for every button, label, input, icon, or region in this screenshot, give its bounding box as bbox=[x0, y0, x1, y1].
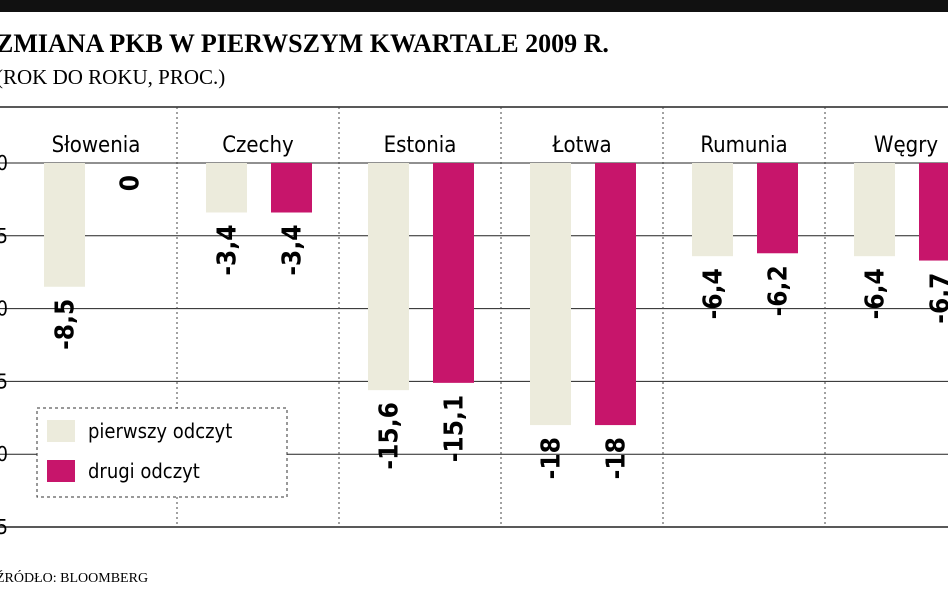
bar bbox=[530, 163, 571, 426]
x-tick-label: Czechy bbox=[222, 133, 294, 158]
y-tick-label: -20 bbox=[0, 442, 8, 466]
value-label: -6,4 bbox=[699, 268, 729, 319]
x-tick-label: Łotwa bbox=[551, 133, 611, 158]
legend-label: drugi odczyt bbox=[88, 459, 200, 483]
value-label: -6,2 bbox=[764, 265, 794, 316]
value-label: -6,4 bbox=[861, 268, 891, 319]
chart-title: ZMIANA PKB W PIERWSZYM KWARTALE 2009 R. bbox=[0, 29, 609, 58]
legend-box bbox=[36, 407, 288, 498]
source: ŹRÓDŁO: BLOOMBERG bbox=[0, 569, 148, 586]
bar bbox=[206, 163, 247, 213]
bar bbox=[44, 163, 85, 287]
value-label: -8,5 bbox=[51, 299, 81, 350]
bar bbox=[433, 163, 474, 383]
value-label: -3,4 bbox=[213, 225, 243, 276]
y-tick-label: -5 bbox=[0, 224, 8, 248]
legend-swatch bbox=[47, 460, 75, 482]
bar bbox=[854, 163, 895, 257]
bar bbox=[368, 163, 409, 391]
bar bbox=[919, 163, 948, 261]
x-tick-label: Rumunia bbox=[700, 133, 787, 158]
chart-subtitle: (ROK DO ROKU, PROC.) bbox=[0, 65, 225, 89]
value-label: -18 bbox=[537, 437, 567, 479]
top-bar bbox=[0, 0, 948, 12]
value-label: 0 bbox=[116, 175, 146, 191]
bar bbox=[271, 163, 312, 213]
x-tick-label: Słowenia bbox=[52, 133, 141, 158]
value-label: -3,4 bbox=[278, 225, 308, 276]
y-tick-label: -15 bbox=[0, 369, 8, 393]
bar bbox=[595, 163, 636, 426]
bar bbox=[757, 163, 798, 254]
value-label: -15,1 bbox=[440, 395, 470, 462]
value-label: -18 bbox=[602, 437, 632, 479]
x-tick-label: Estonia bbox=[384, 133, 457, 158]
y-tick-label: 0 bbox=[0, 151, 8, 175]
legend-swatch bbox=[47, 420, 75, 442]
legend-label: pierwszy odczyt bbox=[88, 419, 232, 443]
bar bbox=[692, 163, 733, 257]
value-label: -15,6 bbox=[375, 402, 405, 469]
x-tick-label: Węgry bbox=[874, 133, 938, 158]
y-tick-label: -25 bbox=[0, 515, 8, 539]
value-label: -6,7 bbox=[926, 273, 948, 324]
y-tick-label: -10 bbox=[0, 297, 8, 321]
